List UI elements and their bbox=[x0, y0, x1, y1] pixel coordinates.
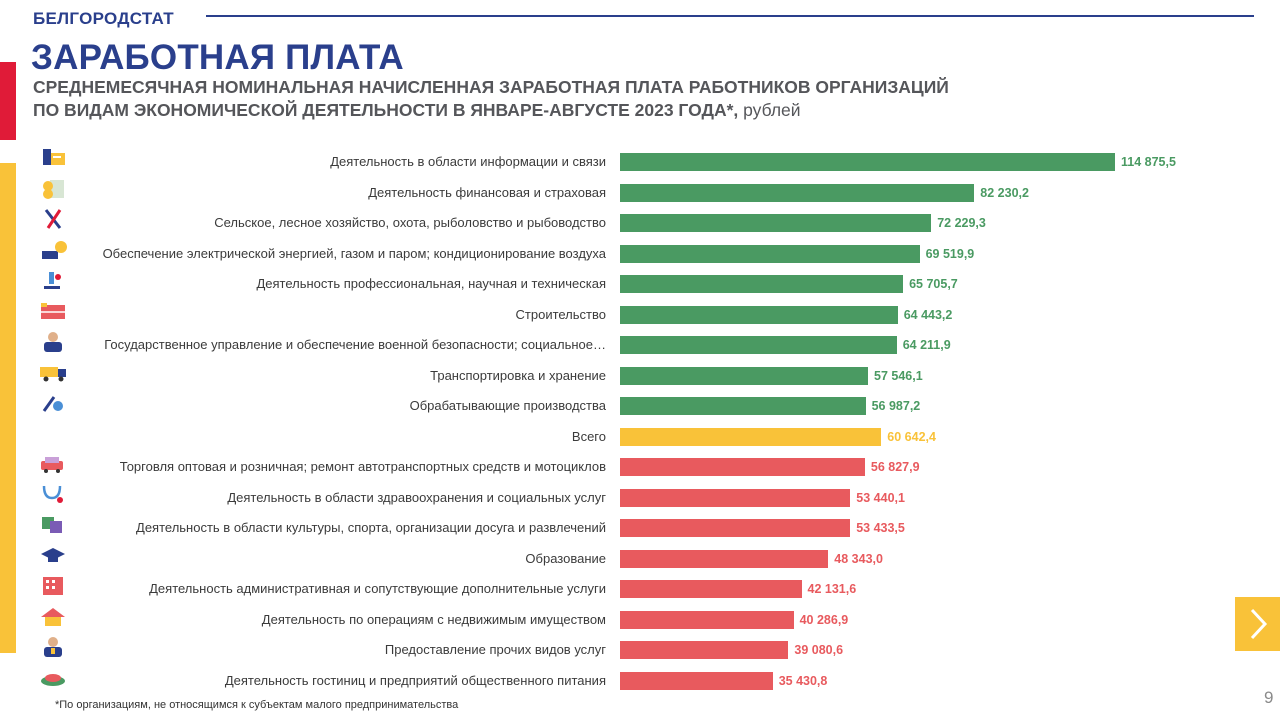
bar-label: Торговля оптовая и розничная; ремонт авт… bbox=[119, 459, 606, 474]
bar-label: Деятельность по операциям с недвижимым и… bbox=[261, 611, 606, 627]
bar-value-label: 65 705,7 bbox=[909, 277, 958, 291]
bar-value-label: 40 286,9 bbox=[799, 612, 849, 627]
bar-value-label: 82 230,2 bbox=[980, 185, 1029, 200]
bar-value-label: 64 211,9 bbox=[902, 338, 951, 352]
bar-below bbox=[620, 580, 802, 598]
bar-value-label: 35 430,8 bbox=[778, 673, 828, 688]
bar-label: Деятельность в области информации и связ… bbox=[330, 154, 606, 169]
bar-label: Транспортировка и хранение bbox=[430, 367, 606, 383]
office-building-icon bbox=[43, 577, 63, 595]
bar-value-label: 60 642,4 bbox=[887, 429, 936, 444]
stethoscope-icon bbox=[42, 485, 63, 503]
bar-above bbox=[620, 244, 920, 263]
page-subtitle: СРЕДНЕМЕСЯЧНАЯ НОМИНАЛЬНАЯ НАЧИСЛЕННАЯ З… bbox=[33, 76, 949, 122]
bar-below bbox=[620, 458, 865, 476]
bar-above bbox=[620, 153, 1115, 171]
bar-value-label: 39 080,6 bbox=[794, 643, 844, 657]
bar-label: Деятельность финансовая и страховая bbox=[368, 184, 606, 200]
bar-value-label: 57 546,1 bbox=[874, 368, 923, 383]
bar-below bbox=[620, 641, 789, 659]
bar-value-label: 53 433,5 bbox=[856, 521, 905, 535]
bar-below bbox=[620, 610, 794, 629]
subtitle-unit: рублей bbox=[738, 100, 801, 120]
bar-label: Сельское, лесное хозяйство, охота, рыбол… bbox=[214, 215, 606, 230]
phone-fax-icon bbox=[43, 149, 65, 165]
bar-value-label: 69 519,9 bbox=[925, 246, 975, 261]
footnote: *По организациям, не относящимся к субъе… bbox=[55, 699, 459, 711]
bar-above bbox=[620, 214, 932, 232]
bar-value-label: 53 440,1 bbox=[856, 490, 905, 505]
bar-below bbox=[620, 549, 829, 568]
house-icon bbox=[41, 607, 65, 626]
bar-label: Предоставление прочих видов услуг bbox=[384, 642, 606, 657]
bar-label: Деятельность профессиональная, научная и… bbox=[256, 276, 606, 291]
graduation-cap-icon bbox=[41, 547, 65, 562]
subtitle-line-1: СРЕДНЕМЕСЯЧНАЯ НОМИНАЛЬНАЯ НАЧИСЛЕННАЯ З… bbox=[33, 77, 949, 97]
bar-label: Деятельность административная и сопутств… bbox=[149, 581, 606, 596]
header-rule bbox=[206, 15, 1254, 17]
service-worker-icon bbox=[44, 637, 62, 657]
page-title: ЗАРАБОТНАЯ ПЛАТА bbox=[31, 38, 404, 77]
yellow-accent-bar bbox=[0, 163, 16, 653]
bar-above bbox=[620, 183, 975, 202]
brick-wall-icon bbox=[41, 302, 65, 319]
bar-above bbox=[620, 275, 904, 293]
bar-value-label: 56 987,2 bbox=[871, 399, 921, 413]
theater-masks-icon bbox=[42, 517, 62, 533]
bar-above bbox=[620, 305, 898, 324]
power-plant-icon bbox=[42, 240, 67, 259]
bar-label: Деятельность в области здравоохранения и… bbox=[227, 489, 606, 505]
bar-value-label: 72 229,3 bbox=[937, 216, 986, 230]
bar-label: Деятельность гостиниц и предприятий обще… bbox=[224, 672, 606, 688]
red-accent-bar bbox=[0, 62, 16, 140]
truck-icon bbox=[40, 366, 66, 381]
crossed-tools-icon bbox=[44, 209, 62, 229]
bar-label: Обеспечение электрической энергией, газо… bbox=[102, 245, 606, 261]
hammer-gear-icon bbox=[42, 396, 63, 412]
bar-below bbox=[620, 671, 773, 690]
bar-label: Строительство bbox=[515, 306, 606, 322]
bar-label: Государственное управление и обеспечение… bbox=[104, 337, 606, 352]
subtitle-line-2: ПО ВИДАМ ЭКОНОМИЧЕСКОЙ ДЕЯТЕЛЬНОСТИ В ЯН… bbox=[33, 99, 949, 122]
bar-value-label: 48 343,0 bbox=[834, 551, 883, 566]
bar-total bbox=[620, 427, 882, 446]
officer-icon bbox=[44, 332, 62, 352]
next-slide-button[interactable] bbox=[1235, 597, 1280, 651]
bar-value-label: 42 131,6 bbox=[807, 582, 857, 596]
microscope-icon bbox=[44, 272, 61, 289]
bar-label: Всего bbox=[571, 428, 606, 444]
page-number: 9 bbox=[1264, 688, 1274, 707]
bar-above bbox=[620, 366, 868, 385]
bar-value-label: 64 443,2 bbox=[903, 307, 953, 322]
bar-value-label: 114 875,5 bbox=[1121, 155, 1176, 169]
bar-value-label: 56 827,9 bbox=[870, 460, 920, 474]
food-plate-icon bbox=[41, 673, 65, 686]
bar-below bbox=[620, 488, 851, 507]
bar-above bbox=[620, 336, 897, 354]
org-name: БЕЛГОРОДСТАТ bbox=[33, 9, 174, 28]
money-document-icon bbox=[43, 179, 64, 199]
shopping-car-icon bbox=[41, 457, 63, 473]
bar-label: Обрабатывающие производства bbox=[409, 398, 606, 413]
subtitle-line-2-text: ПО ВИДАМ ЭКОНОМИЧЕСКОЙ ДЕЯТЕЛЬНОСТИ В ЯН… bbox=[33, 100, 739, 120]
bar-below bbox=[620, 519, 851, 537]
bar-label: Образование bbox=[525, 550, 606, 566]
bar-above bbox=[620, 397, 866, 415]
bar-label: Деятельность в области культуры, спорта,… bbox=[136, 520, 606, 535]
chevron-right-icon bbox=[1250, 608, 1267, 640]
